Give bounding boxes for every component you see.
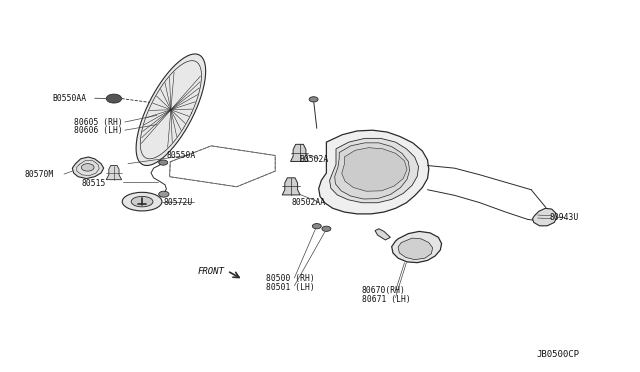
Polygon shape xyxy=(342,148,407,191)
Text: 80515: 80515 xyxy=(82,179,106,187)
Text: 80943U: 80943U xyxy=(549,213,579,222)
Circle shape xyxy=(309,97,318,102)
Polygon shape xyxy=(106,166,122,180)
Text: 80550A: 80550A xyxy=(166,151,196,160)
Text: 80605 (RH): 80605 (RH) xyxy=(74,118,122,127)
Polygon shape xyxy=(319,130,429,214)
Text: B0502A: B0502A xyxy=(300,155,329,164)
Polygon shape xyxy=(532,208,557,226)
Polygon shape xyxy=(136,54,205,166)
Circle shape xyxy=(312,224,321,229)
Text: B0550AA: B0550AA xyxy=(52,94,86,103)
Polygon shape xyxy=(392,231,442,263)
Text: 80570M: 80570M xyxy=(24,170,54,179)
Polygon shape xyxy=(398,238,433,260)
Circle shape xyxy=(106,94,122,103)
Polygon shape xyxy=(375,229,390,240)
Polygon shape xyxy=(282,178,300,195)
Text: 80572U: 80572U xyxy=(163,198,193,207)
Ellipse shape xyxy=(122,192,162,211)
Circle shape xyxy=(159,191,169,197)
Text: 80500 (RH): 80500 (RH) xyxy=(266,275,314,283)
Ellipse shape xyxy=(131,196,153,207)
Text: 80606 (LH): 80606 (LH) xyxy=(74,126,122,135)
Circle shape xyxy=(159,160,168,165)
Text: 80671 (LH): 80671 (LH) xyxy=(362,295,410,304)
Polygon shape xyxy=(330,138,419,203)
Text: 80501 (LH): 80501 (LH) xyxy=(266,283,314,292)
Polygon shape xyxy=(72,157,104,179)
Polygon shape xyxy=(291,144,308,161)
Circle shape xyxy=(81,164,94,171)
Text: 80502AA: 80502AA xyxy=(291,198,325,207)
Text: 80670(RH): 80670(RH) xyxy=(362,286,406,295)
Polygon shape xyxy=(335,143,410,199)
Text: JB0500CP: JB0500CP xyxy=(536,350,579,359)
Text: FRONT: FRONT xyxy=(197,267,224,276)
Circle shape xyxy=(322,226,331,231)
